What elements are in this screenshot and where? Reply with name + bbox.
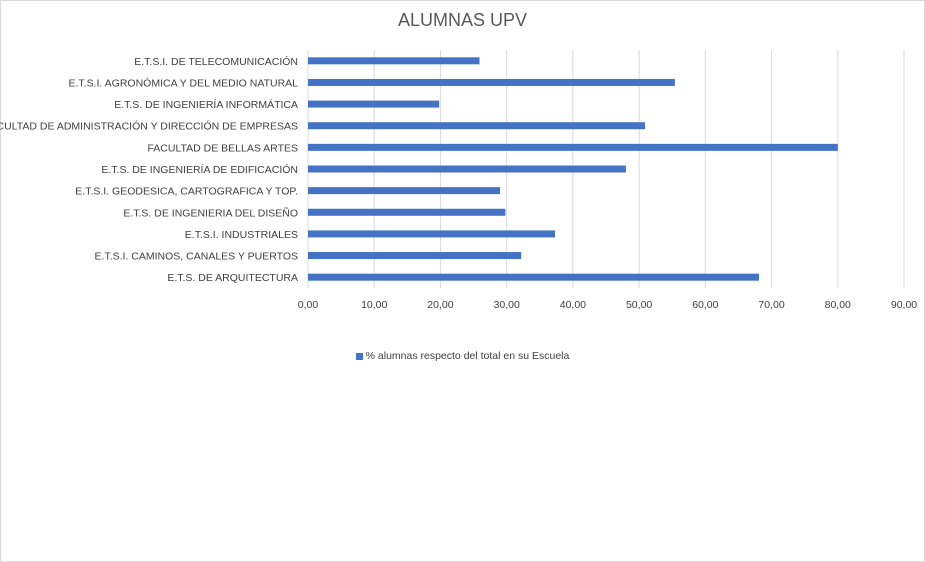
bar — [308, 273, 759, 281]
category-label: E.T.S.I. GEODESICA, CARTOGRAFICA Y TOP. — [75, 186, 298, 198]
legend-label: % alumnas respecto del total en su Escue… — [365, 350, 570, 362]
bar — [308, 122, 646, 130]
category-label: E.T.S. DE INGENIERÍA INFORMÁTICA — [114, 98, 298, 111]
category-label: FACULTAD DE ADMINISTRACIÓN Y DIRECCIÓN D… — [0, 120, 298, 133]
category-label: E.T.S.I. CAMINOS, CANALES Y PUERTOS — [95, 251, 298, 263]
x-axis-tick-labels: 0,00 10,00 20,00 30,00 40,00 50,00 60,00 70,00 8… — [298, 299, 918, 311]
x-tick-label: 50,00 — [626, 299, 652, 311]
x-tick-label: 30,00 — [494, 299, 520, 311]
x-tick-label: 80,00 — [825, 299, 851, 311]
x-tick-label: 60,00 — [692, 299, 718, 311]
category-label: E.T.S. DE INGENIERIA DEL DISEÑO — [123, 206, 298, 219]
chart-title: ALUMNAS UPV — [397, 10, 528, 30]
category-label: FACULTAD DE BELLAS ARTES — [147, 142, 298, 154]
category-label: E.T.S. DE ARQUITECTURA — [167, 272, 298, 284]
x-tick-label: 40,00 — [560, 299, 586, 311]
legend-swatch — [355, 352, 363, 360]
x-tick-label: 20,00 — [427, 299, 453, 311]
bar — [308, 78, 675, 86]
category-labels: E.T.S.I. DE TELECOMUNICACIÓN E.T.S.I. AGR… — [0, 55, 298, 284]
legend: % alumnas respecto del total en su Escue… — [0, 350, 925, 362]
bar — [308, 57, 480, 65]
bars — [308, 57, 838, 281]
bar — [308, 100, 440, 108]
bar — [308, 187, 501, 195]
category-label: E.T.S.I. INDUSTRIALES — [185, 229, 298, 241]
category-label: E.T.S.I. DE TELECOMUNICACIÓN — [134, 55, 298, 68]
x-tick-label: 90,00 — [891, 299, 917, 311]
x-tick-label: 10,00 — [361, 299, 387, 311]
category-label: E.T.S. DE INGENIERÍA DE EDIFICACIÓN — [101, 163, 298, 176]
x-tick-label: 70,00 — [758, 299, 784, 311]
bar — [308, 230, 556, 238]
category-label: E.T.S.I. AGRONÓMICA Y DEL MEDIO NATURAL — [69, 76, 299, 89]
bar — [308, 165, 626, 173]
bar — [308, 208, 506, 216]
bar — [308, 252, 522, 260]
x-tick-label: 0,00 — [298, 299, 319, 311]
bar — [308, 143, 838, 151]
